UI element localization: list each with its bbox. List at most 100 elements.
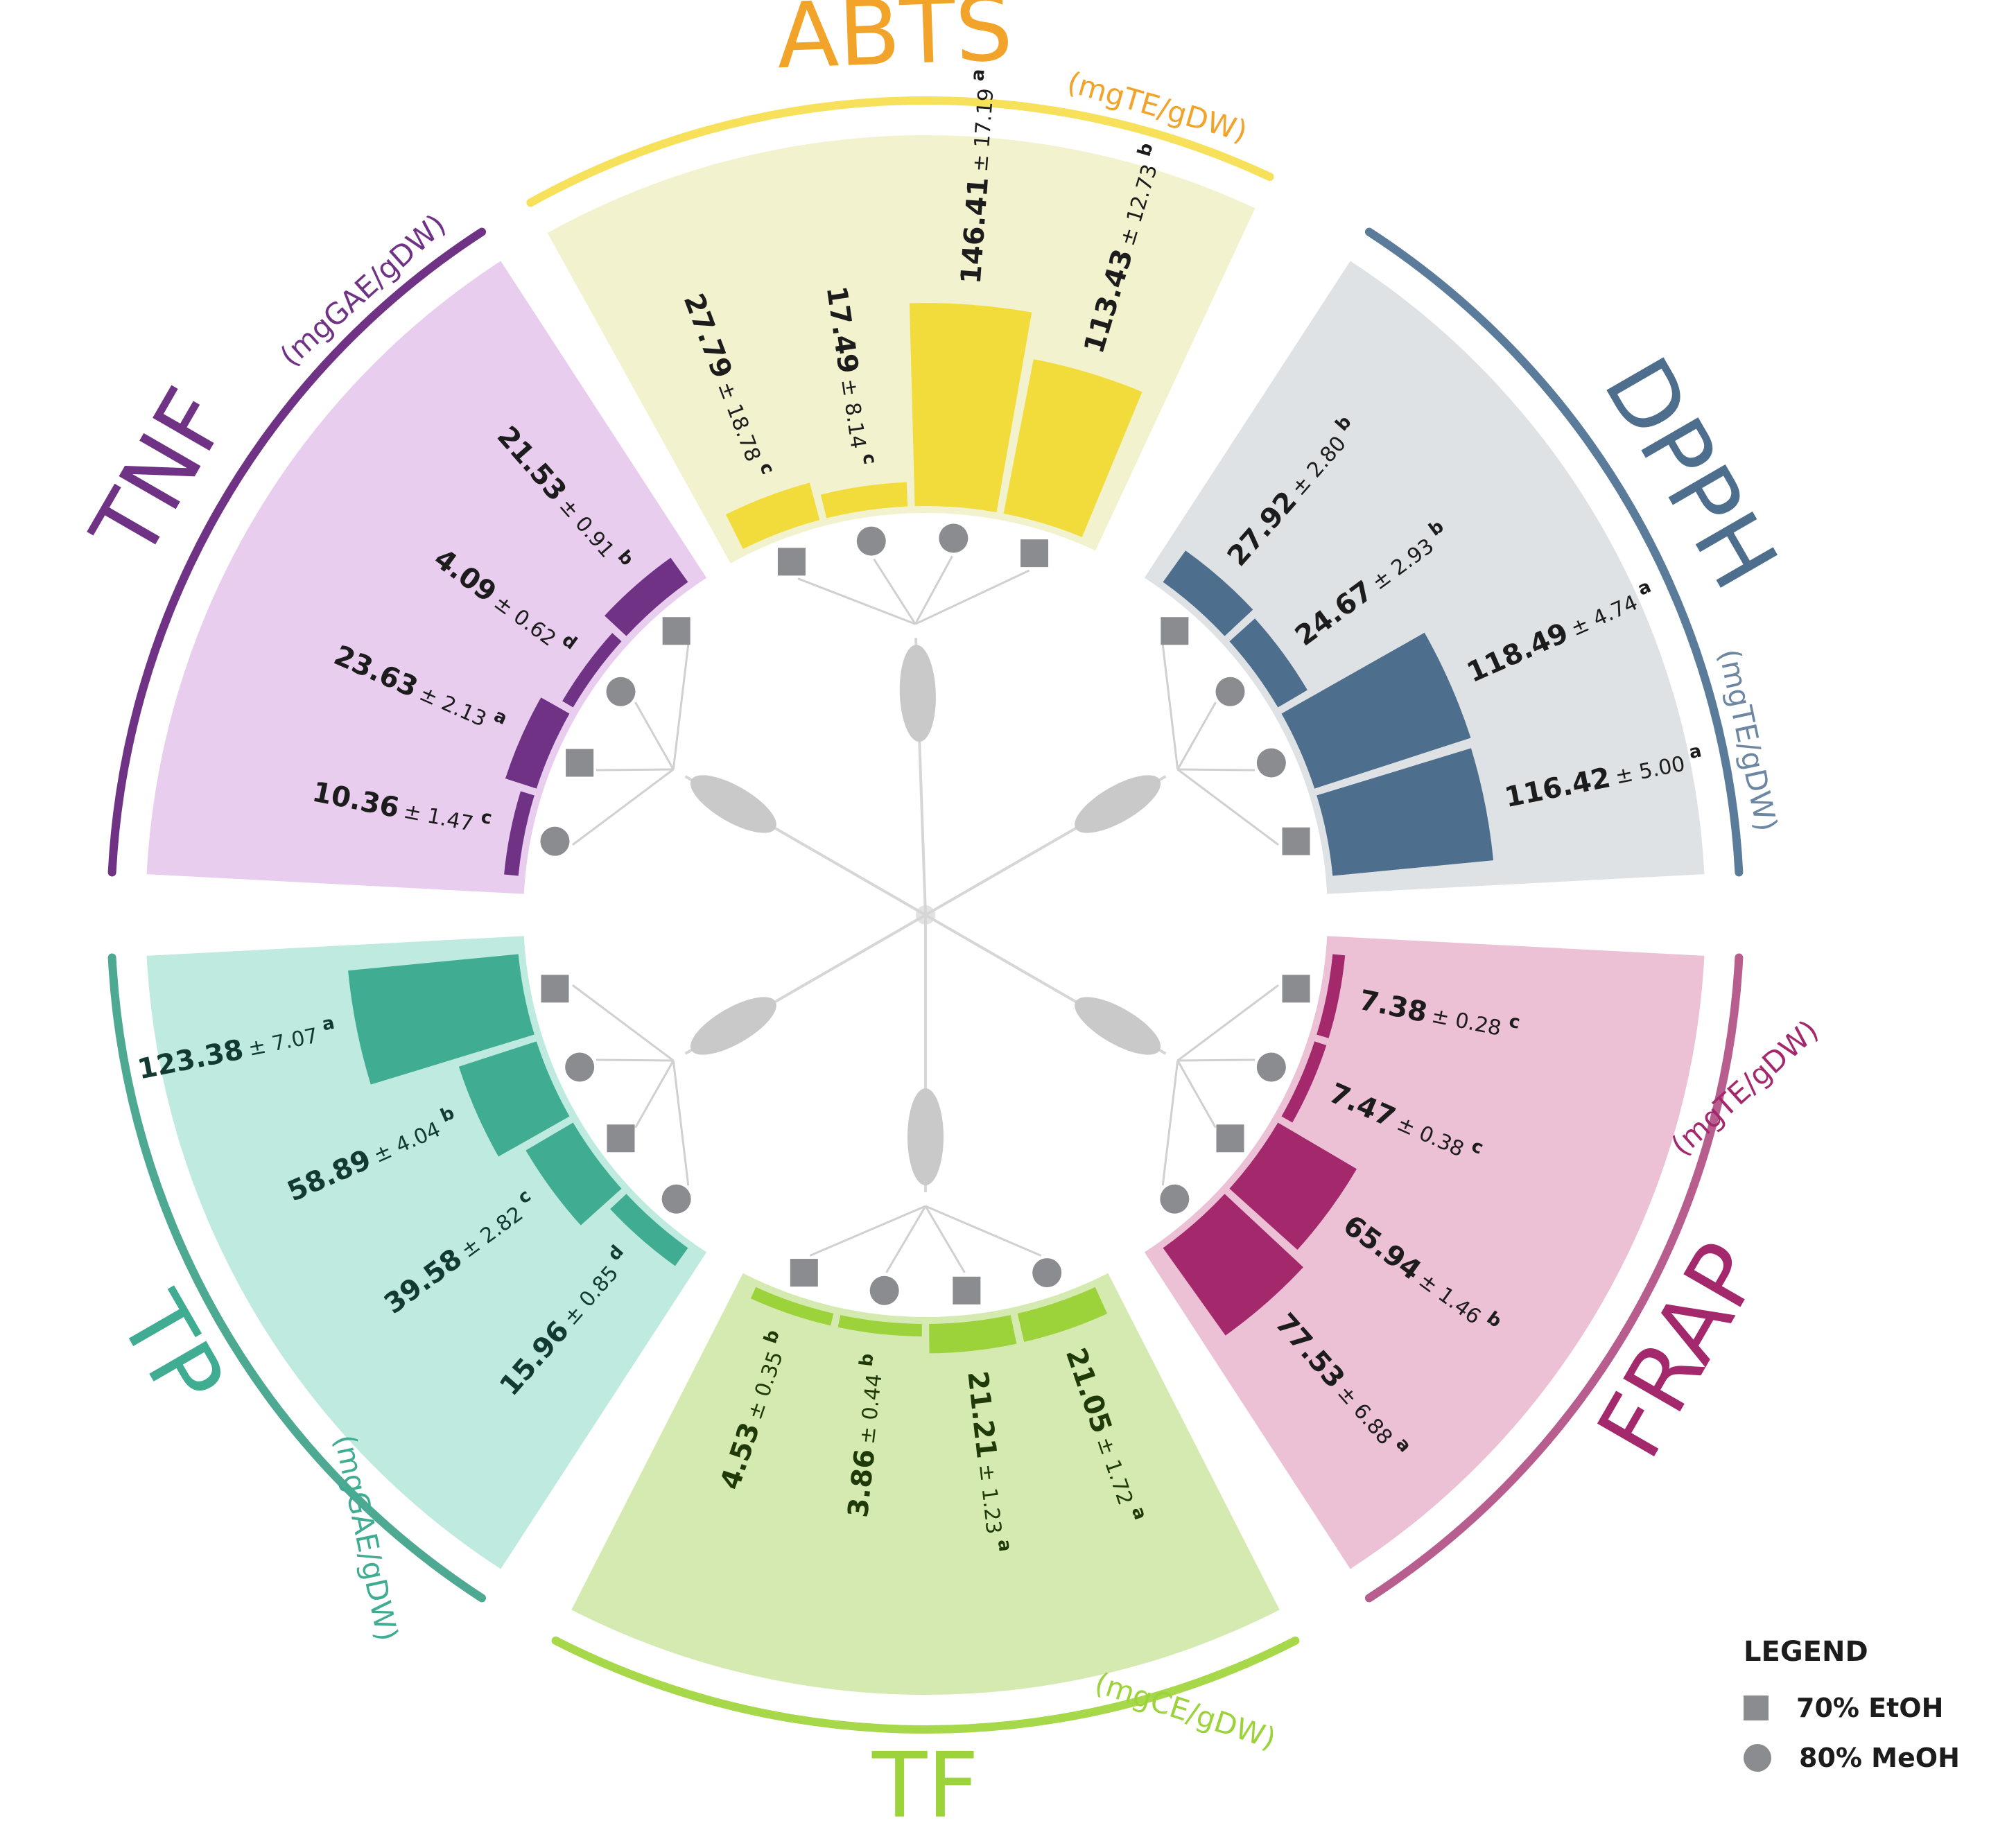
tp-bar-3 xyxy=(458,1041,570,1157)
frap-bar-3 xyxy=(1229,1122,1357,1250)
tnf-stem-2 xyxy=(596,768,674,772)
circle-marker-icon xyxy=(1744,1744,1771,1772)
dpph-stem-1 xyxy=(1161,644,1179,770)
tf-leaf-icon xyxy=(907,1088,944,1185)
tf-etoh-marker-2 xyxy=(953,1276,981,1305)
tp-stem-2 xyxy=(634,1060,675,1128)
tnf-bar-4 xyxy=(605,557,688,636)
tnf-bar-2 xyxy=(505,697,570,789)
tp-bar-2 xyxy=(525,1122,622,1226)
dpph-stem-4 xyxy=(1176,768,1279,846)
tnf-stem-4 xyxy=(672,644,690,770)
tp-title: TP xyxy=(98,1276,245,1424)
tp-etoh-marker-4 xyxy=(541,975,569,1003)
frap-stem-4 xyxy=(1161,1060,1179,1186)
abts-bar-4 xyxy=(1003,359,1142,537)
dpph-bar-1 xyxy=(1163,550,1253,636)
abts-stem-1 xyxy=(797,577,916,625)
abts-value-label-3: 146.41± 17.19 a xyxy=(952,68,1002,285)
bars xyxy=(348,303,1494,1354)
abts-stem-4 xyxy=(914,569,1030,625)
tp-stem-3 xyxy=(596,1058,674,1062)
tree-spokes xyxy=(572,555,1279,1273)
tnf-bar-3 xyxy=(562,633,622,708)
frap-meoh-marker-2 xyxy=(1256,1052,1286,1082)
tf-meoh-marker-1 xyxy=(1032,1258,1062,1288)
dpph-panel xyxy=(1144,261,1705,894)
legend-item-meoh: 80% MeOH xyxy=(1744,1733,1993,1783)
frap-stem-2 xyxy=(1177,1058,1256,1062)
abts-bar-2 xyxy=(820,482,908,518)
tnf-etoh-marker-2 xyxy=(566,749,594,777)
tf-bar-3 xyxy=(837,1315,922,1336)
tnf-title: TNF xyxy=(71,372,250,576)
dpph-leaf-icon xyxy=(1075,775,1161,833)
frap-bar-1 xyxy=(1317,954,1346,1038)
tnf-meoh-marker-1 xyxy=(540,826,570,856)
tf-bar-4 xyxy=(750,1287,834,1326)
abts-leaf-icon xyxy=(899,645,936,742)
frap-leaf-icon xyxy=(1075,997,1161,1055)
tp-meoh-marker-3 xyxy=(565,1052,595,1082)
abts-title: ABTS xyxy=(775,0,1014,89)
abts-bar-3 xyxy=(909,303,1032,512)
tnf-etoh-marker-4 xyxy=(662,617,690,645)
abts-meoh-marker-2 xyxy=(856,526,886,556)
abts-etoh-marker-1 xyxy=(777,548,806,576)
tf-etoh-marker-4 xyxy=(790,1259,818,1287)
dpph-etoh-marker-4 xyxy=(1282,827,1310,855)
tnf-meoh-marker-3 xyxy=(606,677,636,706)
dpph-bar-3 xyxy=(1281,632,1471,789)
tnf-panel xyxy=(146,261,707,894)
abts-stem-2 xyxy=(873,558,916,625)
tf-value-label-3: 3.86± 0.44 b xyxy=(839,1352,892,1519)
tf-meoh-marker-3 xyxy=(869,1275,899,1305)
tf-panel xyxy=(571,1273,1280,1695)
dpph-etoh-marker-1 xyxy=(1161,617,1189,645)
tp-bar-1 xyxy=(610,1194,688,1266)
tp-leaf-icon xyxy=(690,997,776,1055)
abts-meoh-marker-3 xyxy=(939,523,968,553)
legend-title: LEGEND xyxy=(1744,1636,1868,1668)
dpph-meoh-marker-2 xyxy=(1215,677,1245,706)
tp-etoh-marker-2 xyxy=(607,1124,635,1153)
tnf-stem-1 xyxy=(572,768,675,846)
dpph-meoh-marker-3 xyxy=(1256,748,1286,778)
tf-arc xyxy=(551,1636,1300,1734)
tp-stem-4 xyxy=(572,984,675,1062)
tp-meoh-marker-1 xyxy=(661,1184,691,1214)
tnf-stem-3 xyxy=(634,701,675,770)
frap-stem-1 xyxy=(1176,984,1279,1062)
tf-bar-2 xyxy=(929,1315,1017,1354)
legend-label-meoh: 80% MeOH xyxy=(1799,1743,1960,1773)
dpph-stem-2 xyxy=(1176,701,1217,770)
legend-item-etoh: 70% EtOH xyxy=(1744,1683,1993,1733)
tf-unit: (mgCE/gDW) xyxy=(1091,1666,1280,1756)
tf-stem-4 xyxy=(809,1205,926,1257)
legend: LEGEND 70% EtOH 80% MeOH xyxy=(1744,1636,1993,1783)
tf-stem-2 xyxy=(924,1205,966,1273)
tp-stem-1 xyxy=(672,1060,690,1186)
sector-panels xyxy=(107,96,1744,1734)
dpph-stem-3 xyxy=(1177,768,1256,772)
abts-bar-1 xyxy=(725,482,820,549)
legend-label-etoh: 70% EtOH xyxy=(1796,1693,1944,1723)
frap-etoh-marker-1 xyxy=(1282,975,1310,1003)
abts-etoh-marker-4 xyxy=(1020,539,1049,568)
tnf-leaf-icon xyxy=(690,775,776,833)
abts-arc xyxy=(526,96,1274,207)
frap-bar-4 xyxy=(1163,1194,1303,1336)
dpph-arc xyxy=(1364,227,1744,877)
frap-etoh-marker-3 xyxy=(1216,1124,1244,1153)
frap-panel xyxy=(1144,936,1705,1569)
frap-stem-3 xyxy=(1176,1060,1217,1128)
tf-title: TF xyxy=(871,1733,979,1838)
square-marker-icon xyxy=(1744,1696,1769,1720)
dpph-bar-4 xyxy=(1317,748,1494,876)
frap-arc xyxy=(1364,953,1744,1603)
tf-stem-3 xyxy=(885,1205,927,1273)
tp-arc xyxy=(107,953,487,1603)
frap-bar-2 xyxy=(1281,1041,1327,1123)
abts-stem-3 xyxy=(914,555,953,625)
dpph-bar-2 xyxy=(1229,618,1307,708)
